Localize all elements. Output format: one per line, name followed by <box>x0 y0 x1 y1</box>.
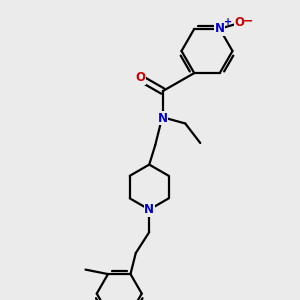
Text: N: N <box>158 112 168 124</box>
Text: +: + <box>224 17 232 27</box>
Text: O: O <box>135 71 145 84</box>
Text: −: − <box>243 15 254 28</box>
Text: N: N <box>144 203 154 216</box>
Text: N: N <box>215 22 225 35</box>
Text: O: O <box>234 16 244 29</box>
